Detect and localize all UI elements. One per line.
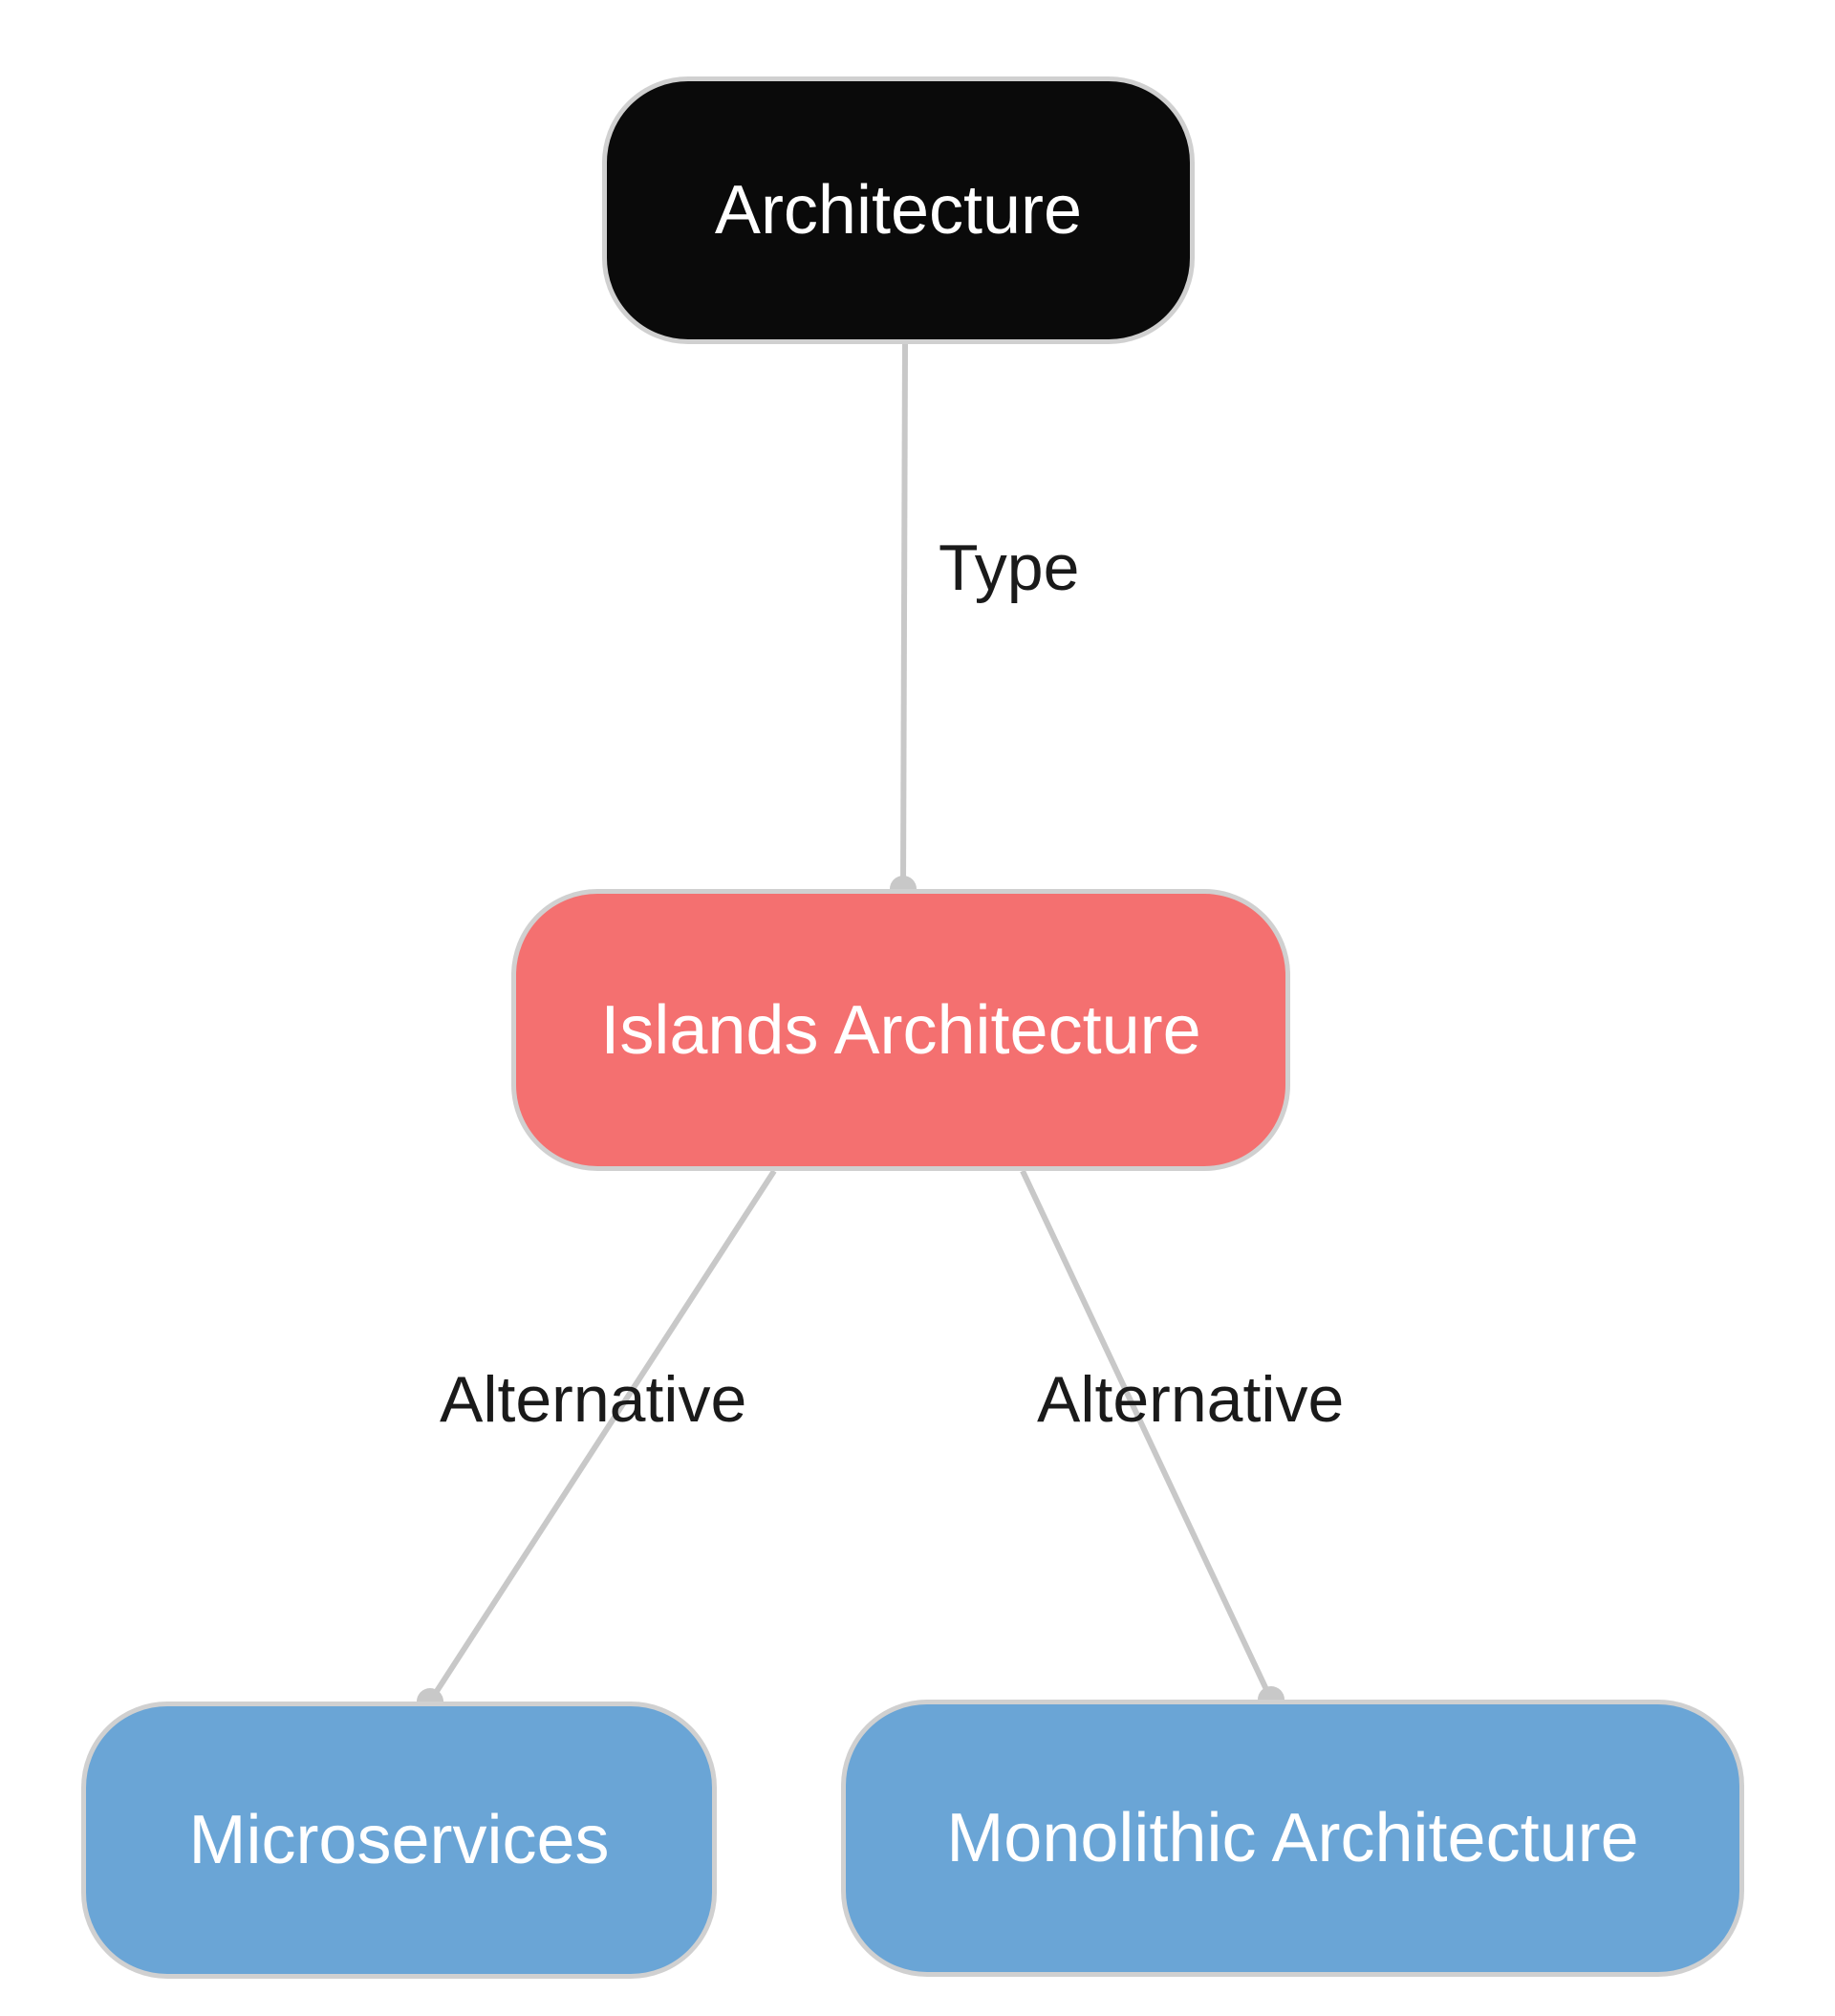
node-microservices: Microservices <box>81 1702 717 1979</box>
edge-type <box>903 344 905 889</box>
node-architecture: Architecture <box>602 76 1195 344</box>
edge-label-type: Type <box>939 531 1079 605</box>
diagram-container: Architecture Islands Architecture Micros… <box>0 0 1835 2016</box>
edge-label-alternative-2: Alternative <box>1037 1362 1344 1437</box>
node-islands-label: Islands Architecture <box>600 991 1200 1070</box>
node-architecture-label: Architecture <box>715 171 1082 249</box>
node-monolithic: Monolithic Architecture <box>841 1700 1744 1977</box>
node-monolithic-label: Monolithic Architecture <box>946 1799 1638 1877</box>
node-islands: Islands Architecture <box>511 889 1290 1171</box>
node-microservices-label: Microservices <box>188 1801 609 1879</box>
edge-label-alternative-1: Alternative <box>440 1362 746 1437</box>
